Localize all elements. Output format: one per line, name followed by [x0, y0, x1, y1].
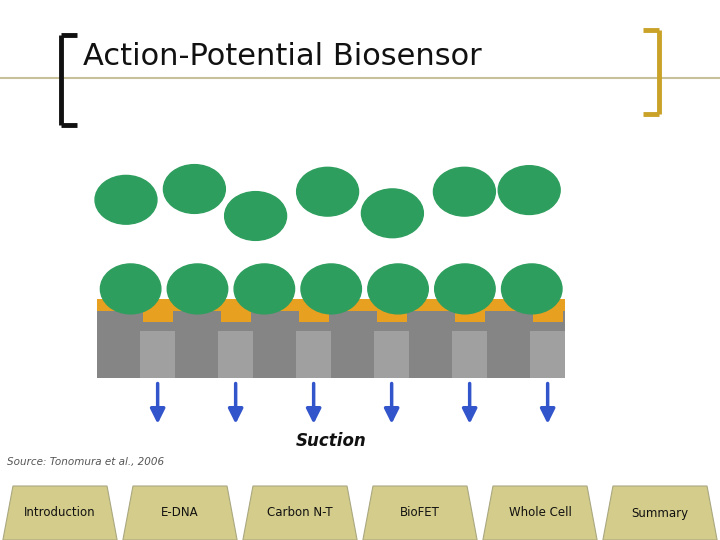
Ellipse shape — [95, 176, 157, 224]
Text: Introduction: Introduction — [24, 507, 96, 519]
Bar — [140, 330, 175, 378]
Bar — [377, 310, 407, 322]
Bar — [143, 310, 173, 322]
Bar — [296, 330, 331, 378]
Bar — [452, 330, 487, 378]
Ellipse shape — [167, 264, 228, 314]
Polygon shape — [123, 486, 237, 540]
Polygon shape — [243, 486, 357, 540]
Text: Summary: Summary — [631, 507, 688, 519]
Ellipse shape — [234, 264, 294, 314]
Ellipse shape — [225, 192, 287, 240]
Ellipse shape — [435, 264, 495, 314]
Ellipse shape — [301, 264, 361, 314]
Bar — [97, 310, 565, 378]
Ellipse shape — [361, 189, 423, 238]
Bar — [530, 330, 565, 378]
Text: Action-Potential Biosensor: Action-Potential Biosensor — [83, 42, 482, 71]
Bar — [455, 310, 485, 322]
Ellipse shape — [368, 264, 428, 314]
Ellipse shape — [297, 167, 359, 216]
Text: BioFET: BioFET — [400, 507, 440, 519]
Polygon shape — [483, 486, 597, 540]
Polygon shape — [603, 486, 717, 540]
Bar — [221, 310, 251, 322]
Bar — [533, 310, 562, 322]
Ellipse shape — [498, 166, 560, 214]
Text: Source: Tonomura et al., 2006: Source: Tonomura et al., 2006 — [7, 457, 164, 467]
Ellipse shape — [163, 165, 225, 213]
Ellipse shape — [100, 264, 161, 314]
Polygon shape — [3, 486, 117, 540]
Bar — [374, 330, 409, 378]
Ellipse shape — [502, 264, 562, 314]
Text: Suction: Suction — [296, 432, 366, 450]
Ellipse shape — [433, 167, 495, 216]
Polygon shape — [363, 486, 477, 540]
Text: Carbon N-T: Carbon N-T — [267, 507, 333, 519]
Bar — [218, 330, 253, 378]
Text: E-DNA: E-DNA — [161, 507, 199, 519]
Text: Whole Cell: Whole Cell — [508, 507, 572, 519]
Bar — [97, 299, 565, 310]
Bar — [299, 310, 328, 322]
